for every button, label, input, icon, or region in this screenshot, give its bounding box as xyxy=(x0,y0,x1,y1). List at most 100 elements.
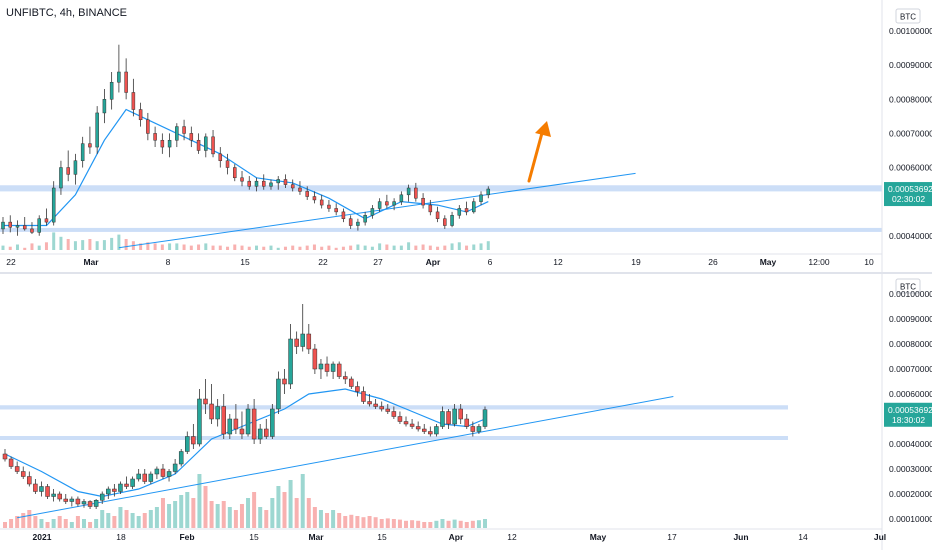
candle-body xyxy=(22,225,27,230)
volume-bar xyxy=(300,474,305,528)
volume-bar xyxy=(458,520,463,528)
candle xyxy=(153,126,157,148)
volume-bar xyxy=(320,246,324,250)
candle xyxy=(306,324,312,354)
candle xyxy=(435,206,440,223)
candle-body xyxy=(367,401,372,405)
volume-bar xyxy=(486,241,490,250)
candle-body xyxy=(397,416,403,422)
candle xyxy=(282,369,287,394)
candle-body xyxy=(464,418,470,427)
candle-body xyxy=(348,218,353,226)
candle-body xyxy=(142,473,147,482)
candle xyxy=(414,182,418,202)
currency-badge[interactable] xyxy=(895,278,921,294)
candle-body xyxy=(204,136,208,151)
trendline[interactable] xyxy=(118,172,636,249)
y-tick-label: 0.00070000 xyxy=(889,128,932,138)
candle xyxy=(81,499,87,508)
candle xyxy=(440,406,445,429)
candle-body xyxy=(464,208,469,213)
chart-panel-4h[interactable]: UNFIBTC, 4h, BINANCE BTC 0.00100000 0.0009… xyxy=(0,0,932,272)
candle-body xyxy=(182,126,186,134)
candle xyxy=(409,419,415,429)
candle xyxy=(22,217,27,231)
volume-bar xyxy=(247,246,251,250)
up-arrow-annotation-icon[interactable] xyxy=(527,121,551,183)
candle-body xyxy=(377,201,382,209)
volume-bar xyxy=(240,245,244,250)
candle-body xyxy=(27,476,32,485)
volume-bar xyxy=(51,519,56,528)
candle xyxy=(245,404,251,437)
volume-bar xyxy=(117,234,121,250)
candle-body xyxy=(385,201,389,206)
candle-body xyxy=(8,458,14,467)
candle-body xyxy=(148,473,154,482)
candle xyxy=(305,186,309,200)
candle-body xyxy=(112,488,117,492)
volume-bar xyxy=(349,245,353,250)
moving-average-line xyxy=(4,388,486,498)
candle-body xyxy=(261,180,266,187)
volume-bar xyxy=(318,510,323,528)
candle xyxy=(264,419,269,439)
candle-body xyxy=(95,112,99,148)
volume-bar xyxy=(21,513,26,528)
volume-bar xyxy=(288,480,293,528)
candle-body xyxy=(379,406,384,410)
candle xyxy=(452,404,457,427)
candle-body xyxy=(264,428,269,437)
candle xyxy=(472,198,476,214)
candle xyxy=(39,481,44,497)
x-tick-label: 12 xyxy=(507,532,517,542)
candle-body xyxy=(356,221,360,226)
volume-bar xyxy=(373,517,378,528)
candle-body xyxy=(1,221,5,230)
candle-body xyxy=(435,211,440,219)
chart-panel-daily[interactable]: BTC 0.00100000 0.00090000 0.00080000 0.00070… xyxy=(0,274,932,550)
candle xyxy=(464,414,470,429)
candle-body xyxy=(221,406,226,435)
panel-divider[interactable] xyxy=(0,272,932,274)
volume-bar xyxy=(8,246,12,250)
volume-bar xyxy=(1,245,5,250)
candle-body xyxy=(15,225,20,228)
volume-bar xyxy=(173,501,178,528)
volume-bar xyxy=(66,239,70,250)
candle-body xyxy=(8,221,12,228)
candle-body xyxy=(189,133,194,141)
volume-bar xyxy=(385,244,389,250)
currency-label: BTC xyxy=(900,13,916,22)
candle-body xyxy=(203,398,208,405)
candle-body xyxy=(75,498,81,505)
currency-badge[interactable] xyxy=(895,8,921,24)
candle xyxy=(106,486,111,499)
x-tick-label: 15 xyxy=(240,257,250,267)
volume-bar xyxy=(331,510,336,528)
volume-bar xyxy=(227,507,232,528)
volume-bar xyxy=(23,247,27,250)
candle-body xyxy=(421,197,425,206)
x-tick-label: Apr xyxy=(426,257,441,267)
x-tick-label: Apr xyxy=(449,532,464,542)
volume-bar xyxy=(410,520,415,528)
x-tick-label: 10 xyxy=(864,257,874,267)
volume-bar xyxy=(361,517,366,528)
volume-bar xyxy=(197,244,201,250)
volume-bar xyxy=(443,245,447,250)
candle-body xyxy=(166,471,172,477)
volume-bars xyxy=(1,232,490,250)
x-tick-label: Feb xyxy=(179,532,194,542)
candle-body xyxy=(276,378,281,410)
arrow-head xyxy=(535,121,551,137)
candle-body xyxy=(118,483,123,492)
y-tick-label: 0.00040000 xyxy=(889,231,932,241)
candle xyxy=(276,176,280,190)
candle-body xyxy=(334,208,338,213)
candle xyxy=(109,72,114,110)
volume-bar xyxy=(370,246,374,250)
trendline[interactable] xyxy=(17,396,674,519)
chart-canvas-4h[interactable]: BTC 0.00100000 0.00090000 0.00080000 0.00070… xyxy=(0,0,932,272)
